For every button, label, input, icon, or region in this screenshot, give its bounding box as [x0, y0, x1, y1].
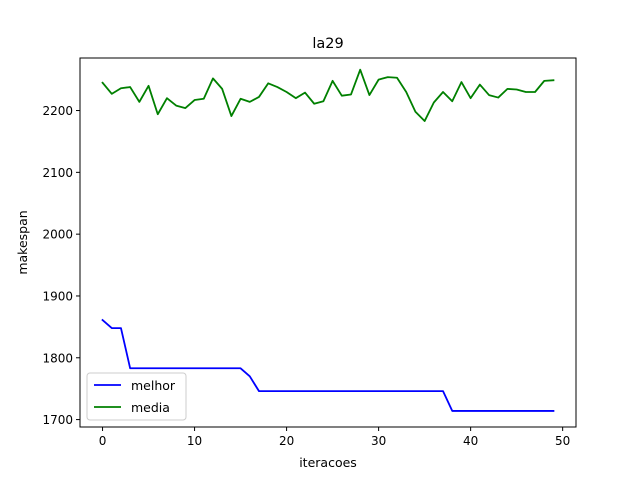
series-layer: [101, 68, 555, 412]
x-tick-label: 30: [371, 434, 386, 448]
y-tick-label: 2100: [42, 166, 73, 180]
series-line-media: [101, 68, 555, 122]
x-tick-label: 40: [463, 434, 478, 448]
y-axis-label: makespan: [15, 210, 30, 274]
x-axis-label: iteracoes: [299, 455, 357, 470]
x-tick-label: 10: [187, 434, 202, 448]
x-axis: 0 10 20 30 40 50: [99, 427, 570, 448]
series-line-melhor: [101, 318, 555, 412]
y-tick-label: 2200: [42, 104, 73, 118]
x-tick-label: 50: [555, 434, 570, 448]
legend-label-media: media: [131, 400, 170, 415]
x-tick-label: 0: [99, 434, 107, 448]
y-tick-label: 2000: [42, 228, 73, 242]
y-axis: 1700 1800 1900 2000 2100 2200: [42, 104, 80, 427]
x-tick-label: 20: [279, 434, 294, 448]
y-tick-label: 1700: [42, 413, 73, 427]
legend: melhor media: [86, 372, 187, 421]
y-tick-label: 1900: [42, 289, 73, 303]
y-tick-label: 1800: [42, 351, 73, 365]
plot-area: [79, 57, 577, 428]
chart-title: la29: [312, 36, 343, 52]
legend-label-melhor: melhor: [131, 378, 176, 393]
